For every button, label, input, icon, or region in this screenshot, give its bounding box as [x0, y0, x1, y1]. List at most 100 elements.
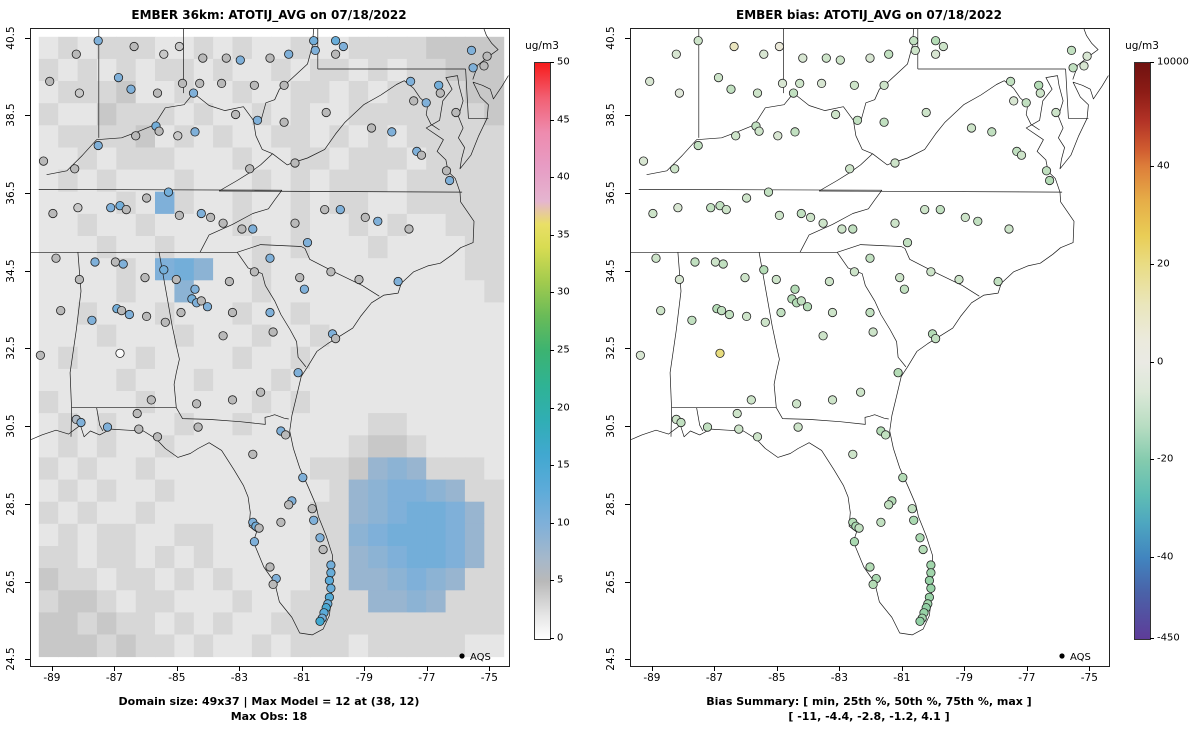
station-dot — [299, 284, 309, 294]
station-dot — [268, 579, 278, 590]
station-dot — [281, 430, 291, 440]
x-axis-tick-label: -87 — [105, 672, 123, 684]
station-dot — [1034, 80, 1044, 90]
station-dot — [206, 212, 216, 222]
station-dot — [115, 348, 125, 358]
station-dot — [690, 257, 700, 267]
station-dot — [302, 238, 313, 248]
x-axis-tick-label: -81 — [893, 672, 911, 684]
station-dot — [366, 123, 377, 133]
colorbar-tick — [550, 62, 554, 63]
aqs-legend-label: AQS — [1070, 652, 1091, 663]
station-dot — [159, 265, 169, 275]
caption-model: Domain size: 49x37 | Max Model = 12 at (… — [10, 694, 528, 724]
station-dot — [324, 575, 334, 586]
station-dot — [279, 80, 289, 90]
station-dot — [298, 472, 308, 483]
station-dot — [835, 55, 845, 65]
colorbar-tick-label: 10 — [557, 517, 570, 529]
state-border — [872, 80, 1040, 166]
station-dot — [966, 123, 977, 133]
station-dot — [824, 276, 834, 287]
station-dot — [771, 274, 781, 285]
state-border — [38, 189, 282, 191]
aqs-legend-dot — [459, 653, 465, 659]
station-dot — [865, 562, 875, 572]
station-dot — [248, 449, 258, 459]
station-dot — [754, 126, 764, 136]
x-axis-tick — [426, 666, 428, 671]
station-dot — [146, 395, 156, 405]
station-dot — [648, 208, 658, 219]
colorbar-tick — [1150, 263, 1154, 265]
station-dot — [227, 307, 238, 318]
station-dot — [1066, 45, 1077, 56]
colorbar-tick — [550, 522, 554, 524]
colorbar-tick — [550, 234, 554, 236]
x-axis-tick — [714, 666, 716, 671]
station-dot — [249, 537, 259, 547]
station-dot — [674, 88, 685, 98]
station-dot — [915, 533, 925, 543]
station-dot — [909, 36, 919, 46]
station-dot — [248, 224, 258, 234]
station-dot — [717, 305, 727, 316]
aqs-legend-label: AQS — [470, 652, 491, 663]
station-dot — [290, 218, 300, 228]
station-dot — [902, 238, 913, 248]
station-dot — [290, 158, 300, 168]
x-axis-tick-label: -89 — [643, 672, 661, 684]
station-dot — [993, 276, 1003, 287]
y-axis-tick — [25, 659, 30, 661]
colorbar-tick — [550, 638, 554, 639]
station-dot — [742, 311, 752, 321]
geo-lines — [631, 29, 1109, 636]
y-axis-tick — [625, 426, 630, 428]
colorbar-tick-label: 45 — [557, 114, 570, 126]
station-dot — [87, 315, 97, 325]
colorbar-tick — [1150, 62, 1154, 63]
station-dot — [849, 537, 859, 547]
x-axis-tick-label: -85 — [768, 672, 786, 684]
y-axis-tick — [625, 581, 630, 583]
colorbar-tick-label: 5 — [557, 574, 564, 586]
station-dot — [309, 515, 319, 525]
station-dot — [221, 53, 231, 63]
station-dot — [792, 399, 802, 409]
station-dot — [190, 284, 200, 294]
colorbar-tick — [550, 580, 554, 582]
station-dot — [960, 212, 970, 222]
station-dot — [926, 267, 936, 277]
station-dot — [899, 284, 909, 294]
colorbar-tick-label: 25 — [557, 344, 570, 356]
station-dot — [140, 273, 150, 283]
station-dot — [198, 53, 208, 63]
caption-line-2: [ -11, -4.4, -2.8, -1.2, 4.1 ] — [788, 710, 950, 723]
station-dot — [320, 205, 330, 215]
station-dot — [360, 212, 370, 222]
station-dot — [468, 63, 478, 73]
station-dot — [74, 274, 85, 285]
x-axis-tick — [364, 666, 366, 671]
colorbar-tick — [550, 119, 554, 121]
station-dot — [907, 504, 917, 514]
station-dot — [154, 126, 164, 136]
colorbar-tick — [1150, 638, 1154, 639]
x-axis-tick — [776, 666, 778, 671]
station-dot — [434, 80, 444, 90]
station-dot — [235, 55, 245, 65]
station-dot — [174, 41, 184, 52]
station-dot — [227, 395, 238, 405]
station-dot — [35, 350, 45, 360]
station-dot — [117, 305, 127, 316]
x-axis-tick — [239, 666, 241, 671]
y-axis-tick — [625, 270, 630, 272]
station-dot — [373, 216, 383, 226]
station-dot — [265, 307, 275, 318]
y-axis-tick-label: 36.5 — [5, 181, 17, 205]
station-dot — [256, 387, 266, 397]
station-dot — [702, 422, 713, 432]
station-dot — [71, 49, 81, 59]
y-axis-tick-label: 30.5 — [5, 414, 17, 438]
station-dot — [895, 273, 905, 283]
